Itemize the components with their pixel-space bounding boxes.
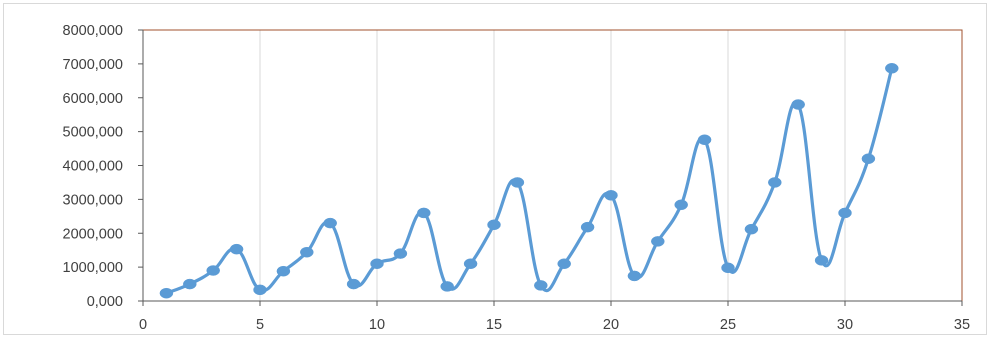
y-tick-label-3000: 3000,000 [63, 192, 123, 208]
y-axis-tick-labels: 0,000 1000,000 2000,000 3000,000 4000,000 500… [63, 23, 123, 310]
data-point-2 [183, 278, 197, 290]
data-point-23 [674, 199, 688, 211]
data-point-30 [838, 207, 852, 219]
x-tick-label-25: 25 [720, 317, 736, 333]
data-point-10 [370, 258, 384, 269]
data-point-21 [627, 270, 642, 282]
data-point-11 [393, 248, 408, 259]
y-tick-label-5000: 5000,000 [63, 125, 123, 141]
y-tick-label-7000: 7000,000 [63, 57, 123, 73]
x-tick-label-30: 30 [837, 317, 853, 333]
data-point-8 [323, 217, 337, 229]
data-point-31 [861, 153, 876, 164]
x-tick-label-20: 20 [603, 317, 619, 333]
x-axis-tick-labels: 0 5 10 15 20 25 30 35 [139, 317, 970, 333]
x-tick-label-10: 10 [369, 317, 385, 333]
data-point-25 [721, 262, 735, 274]
gridlines [259, 30, 846, 301]
data-point-9 [346, 278, 361, 290]
data-point-6 [276, 265, 291, 277]
data-point-18 [557, 258, 571, 269]
data-point-15 [487, 219, 501, 231]
plot-area-border [142, 29, 963, 302]
data-point-19 [580, 221, 595, 233]
data-point-27 [768, 177, 782, 188]
data-point-26 [744, 223, 759, 235]
x-tick-label-0: 0 [139, 317, 147, 333]
data-point-29 [814, 255, 829, 266]
x-tick-label-5: 5 [256, 317, 264, 333]
x-tick-label-35: 35 [954, 317, 970, 333]
data-point-32 [885, 63, 899, 74]
data-point-12 [417, 207, 431, 219]
data-point-24 [697, 134, 712, 146]
series-layer [159, 63, 899, 299]
y-tick-label-8000: 8000,000 [63, 23, 123, 39]
data-point-28 [791, 99, 805, 110]
data-point-5 [253, 284, 267, 296]
y-tick-label-6000: 6000,000 [63, 91, 123, 107]
y-tick-label-0: 0,000 [87, 294, 123, 310]
data-point-17 [534, 280, 548, 291]
data-point-4 [229, 243, 244, 255]
axes [138, 29, 963, 306]
chart-frame [3, 3, 987, 335]
y-tick-label-4000: 4000,000 [63, 159, 123, 175]
y-tick-label-2000: 2000,000 [63, 226, 123, 242]
data-point-20 [604, 190, 618, 201]
data-point-13 [440, 281, 454, 292]
data-point-1 [159, 287, 174, 299]
data-point-14 [463, 258, 478, 269]
series-line-0 [164, 66, 894, 295]
data-point-16 [510, 177, 525, 188]
data-point-3 [206, 265, 220, 276]
y-tick-label-1000: 1000,000 [63, 260, 123, 276]
data-point-7 [300, 246, 314, 258]
x-tick-label-15: 15 [486, 317, 502, 333]
data-point-22 [651, 236, 665, 247]
